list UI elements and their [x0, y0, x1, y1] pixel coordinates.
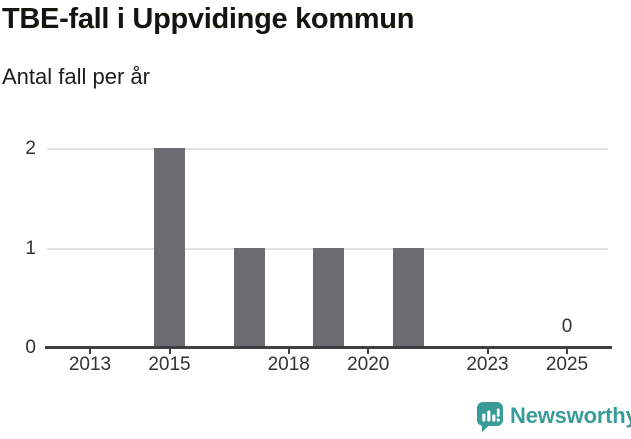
y-axis-tick-label: 2	[25, 138, 36, 159]
gridline-y2	[47, 148, 608, 150]
value-label-2025: 0	[561, 316, 573, 337]
x-axis-line	[45, 346, 612, 349]
x-axis-tick-label: 2015	[148, 354, 191, 375]
x-axis-tick-mark	[89, 349, 91, 354]
x-axis-tick-mark	[367, 349, 370, 354]
x-axis-tick-label: 2020	[347, 354, 390, 375]
x-axis-tick-label: 2025	[545, 354, 589, 375]
newsworthy-speech-bubble-bar-chart-icon	[476, 402, 503, 437]
y-axis-tick-label: 0	[25, 337, 36, 358]
bar-2019	[313, 247, 344, 347]
x-axis-tick-mark	[168, 349, 171, 354]
newsworthy-brand-name: Newsworthy	[510, 403, 631, 428]
bar-2017	[233, 247, 265, 347]
newsworthy-brand: Newsworthy	[476, 402, 631, 437]
x-axis-tick-mark	[486, 349, 489, 354]
x-axis-tick-label: 2013	[68, 354, 112, 375]
bar-2021	[392, 247, 424, 347]
y-axis-tick-label: 1	[25, 237, 36, 259]
chart-title: TBE-fall i Uppvidinge kommun	[2, 3, 415, 35]
bar-2015	[154, 148, 185, 347]
x-axis-tick-label: 2018	[267, 354, 310, 375]
x-axis-tick-label: 2023	[466, 354, 509, 375]
x-axis-tick-mark	[287, 349, 290, 354]
chart-subtitle: Antal fall per år	[2, 64, 150, 89]
x-axis-tick-mark	[566, 349, 568, 354]
